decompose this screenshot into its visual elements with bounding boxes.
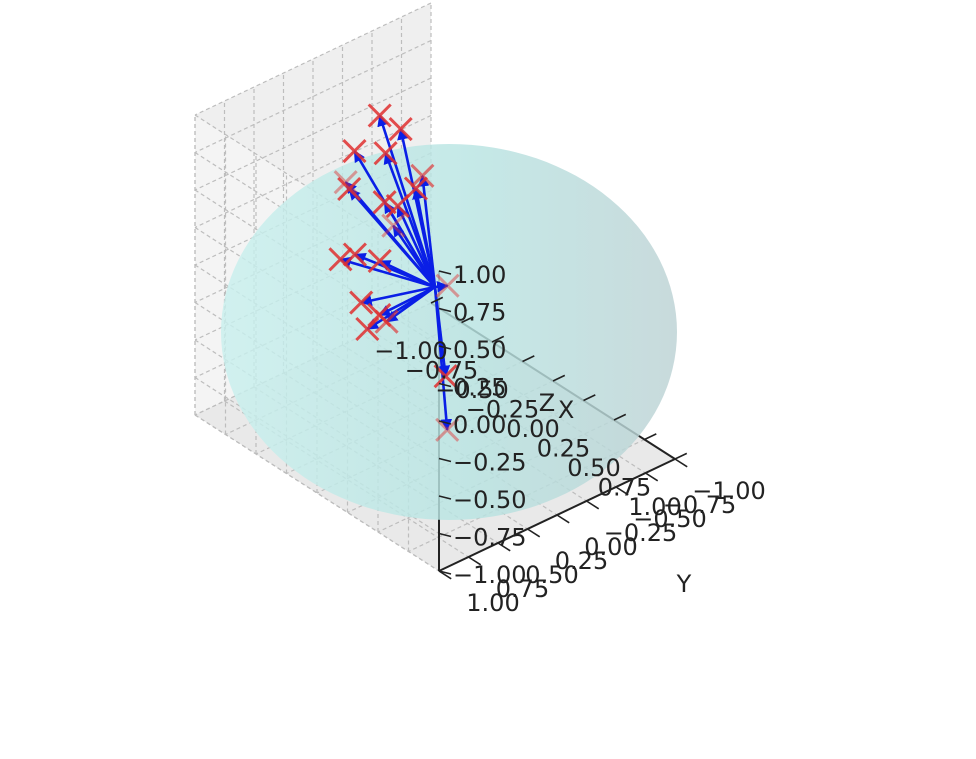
x-tick-label: 1.00 bbox=[628, 493, 681, 521]
sphere-layer bbox=[221, 144, 677, 520]
z-tick-label: 0.00 bbox=[453, 411, 506, 439]
x-tick bbox=[430, 296, 444, 304]
x-tick-label: 0.25 bbox=[537, 435, 590, 463]
x-tick-label: −0.25 bbox=[466, 396, 540, 424]
z-tick bbox=[438, 420, 452, 425]
z-tick-label: 1.00 bbox=[453, 261, 506, 289]
z-tick-label: 0.50 bbox=[453, 336, 506, 364]
vector-arrow bbox=[339, 256, 436, 289]
x-tick-label: 0.75 bbox=[598, 474, 651, 502]
grid-line bbox=[224, 400, 469, 558]
data-point bbox=[372, 190, 397, 215]
data-point bbox=[367, 103, 392, 128]
y-tick bbox=[615, 486, 629, 496]
z-tick bbox=[438, 457, 452, 463]
data-point bbox=[337, 176, 362, 202]
data-point bbox=[433, 364, 458, 389]
grid-line bbox=[194, 77, 432, 191]
z-tick bbox=[438, 570, 452, 575]
vector-arrow bbox=[348, 188, 436, 288]
y-tick bbox=[497, 542, 511, 552]
x-axis-label: X bbox=[558, 396, 574, 424]
data-point bbox=[410, 163, 435, 188]
data-point bbox=[373, 141, 398, 166]
y-tick bbox=[674, 458, 688, 468]
y-tick-label: 0.75 bbox=[496, 575, 549, 603]
z-tick bbox=[438, 270, 452, 275]
vector-arrow bbox=[417, 174, 437, 288]
data-point bbox=[355, 316, 380, 342]
vector-arrow bbox=[383, 152, 437, 288]
x-tick-label: 0.00 bbox=[506, 415, 559, 443]
data-point bbox=[385, 193, 410, 219]
grid-line bbox=[194, 114, 432, 229]
z-tick bbox=[438, 307, 452, 313]
x-tick bbox=[613, 413, 627, 421]
x-tick-label: −0.50 bbox=[435, 376, 509, 404]
vector-arrow bbox=[412, 187, 437, 288]
ticks bbox=[430, 270, 688, 580]
z-tick bbox=[438, 532, 452, 538]
grid-line bbox=[194, 414, 440, 572]
y-tick bbox=[645, 472, 659, 482]
data-point bbox=[342, 139, 367, 164]
z-tick bbox=[438, 345, 452, 350]
data-point bbox=[381, 213, 406, 238]
x-tick-label: −1.00 bbox=[374, 337, 448, 365]
y-tick bbox=[556, 514, 570, 524]
vector-arrow bbox=[366, 285, 436, 331]
x-tick-label: −0.75 bbox=[405, 357, 479, 385]
z-tick-label: −0.25 bbox=[453, 449, 527, 477]
data-point bbox=[388, 116, 413, 142]
y-tick-label: 0.25 bbox=[555, 547, 608, 575]
x-tick bbox=[552, 374, 566, 382]
z-tick-label: −0.75 bbox=[453, 524, 527, 552]
grid-line bbox=[194, 39, 432, 154]
data-point bbox=[328, 247, 353, 272]
vector-arrow bbox=[433, 286, 453, 431]
unit-sphere bbox=[221, 144, 677, 520]
z-tick bbox=[438, 495, 452, 500]
x-tick bbox=[583, 394, 596, 402]
y-tick bbox=[586, 500, 600, 510]
y-tick-label: 0.50 bbox=[525, 561, 578, 589]
z-axis-label: Z bbox=[539, 389, 555, 417]
z-tick-label: −1.00 bbox=[453, 561, 527, 589]
x-tick-label: 0.50 bbox=[567, 454, 620, 482]
x-tick bbox=[644, 433, 657, 441]
x-tick bbox=[461, 316, 474, 324]
y-tick-label: −1.00 bbox=[692, 477, 766, 505]
data-point bbox=[435, 273, 460, 298]
vectors bbox=[339, 114, 453, 431]
data-point bbox=[367, 248, 392, 274]
z-tick bbox=[438, 382, 452, 388]
z-tick-label: 0.25 bbox=[453, 374, 506, 402]
y-tick-label: −0.75 bbox=[663, 491, 737, 519]
y-tick-label: −0.50 bbox=[633, 505, 707, 533]
y-tick-label: 0.00 bbox=[584, 533, 637, 561]
y-axis-label: Y bbox=[676, 570, 692, 598]
tick-labels: −1.00−0.75−0.50−0.250.000.250.500.751.00… bbox=[374, 261, 766, 617]
vector-arrow bbox=[396, 204, 437, 288]
y-tick bbox=[527, 528, 541, 538]
vector-arrow bbox=[360, 285, 436, 307]
z-tick-label: 0.75 bbox=[453, 299, 506, 327]
data-point bbox=[333, 170, 358, 195]
x-tick bbox=[522, 355, 535, 363]
y-tick-label: 1.00 bbox=[466, 589, 519, 617]
vector-arrow bbox=[383, 201, 437, 288]
grid-line bbox=[194, 2, 432, 116]
x-tick bbox=[674, 452, 688, 460]
y-tick bbox=[468, 556, 482, 566]
data-point bbox=[342, 242, 367, 267]
data-point bbox=[435, 417, 460, 442]
data-point bbox=[349, 290, 374, 315]
y-tick-label: −0.25 bbox=[604, 519, 678, 547]
markers bbox=[328, 103, 460, 442]
vector-arrow bbox=[353, 253, 436, 289]
z-tick-label: −0.50 bbox=[453, 486, 527, 514]
vector-arrow bbox=[434, 280, 449, 293]
x-tick bbox=[491, 335, 505, 343]
